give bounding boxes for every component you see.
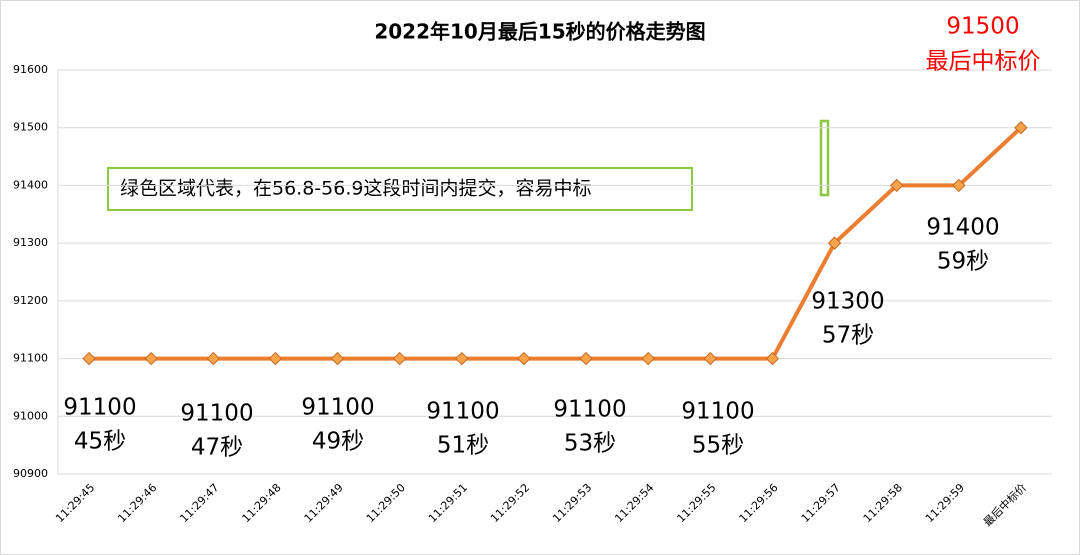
y-tick-label: 91100 <box>13 352 48 365</box>
annotation: 91100 <box>180 401 253 427</box>
y-tick-label: 91400 <box>13 178 48 191</box>
marker <box>517 351 531 366</box>
annotation: 91100 <box>63 395 136 421</box>
marker <box>144 351 158 366</box>
note-text: 绿色区域代表，在56.8-56.9这段时间内提交，容易中标 <box>120 178 591 200</box>
line <box>89 126 1023 361</box>
y-tick-label: 91200 <box>13 294 48 307</box>
annotation: 53秒 <box>564 431 616 457</box>
chart-title: 2022年10月最后15秒的价格走势图 <box>374 20 705 44</box>
annotation: 91100 <box>426 399 499 425</box>
annotation: 91300 <box>811 289 884 315</box>
marker <box>827 236 842 250</box>
marker <box>579 351 593 366</box>
y-tick-label: 91600 <box>13 63 48 76</box>
annotation: 57秒 <box>822 323 874 349</box>
marker <box>641 351 655 366</box>
annotation: 59秒 <box>937 249 989 275</box>
marker <box>889 178 904 193</box>
annotation: 91100 <box>553 397 626 423</box>
marker <box>330 351 345 366</box>
annotation: 91100 <box>301 395 374 421</box>
marker <box>952 178 966 193</box>
green-zone <box>819 119 830 197</box>
annotation: 91400 <box>926 215 999 241</box>
note-box <box>107 167 693 211</box>
marker <box>1014 121 1028 135</box>
annotation: 47秒 <box>191 435 243 461</box>
marker <box>455 351 469 366</box>
marker <box>392 351 407 366</box>
marker <box>703 351 718 366</box>
y-tick-label: 90900 <box>13 467 48 480</box>
annotation: 91100 <box>681 399 754 425</box>
annotation: 55秒 <box>692 433 744 459</box>
annotation: 49秒 <box>312 429 364 455</box>
marker <box>82 351 96 366</box>
marker <box>206 351 221 366</box>
annotation: 45秒 <box>74 429 126 455</box>
y-tick-label: 91000 <box>13 409 48 422</box>
marker <box>765 351 780 366</box>
y-tick-label: 91300 <box>13 236 48 249</box>
highlight-label: 91500 <box>946 14 1019 40</box>
annotation: 51秒 <box>437 433 489 459</box>
marker <box>268 351 283 366</box>
y-tick-label: 91500 <box>13 121 48 134</box>
highlight-label: 最后中标价 <box>926 49 1041 75</box>
